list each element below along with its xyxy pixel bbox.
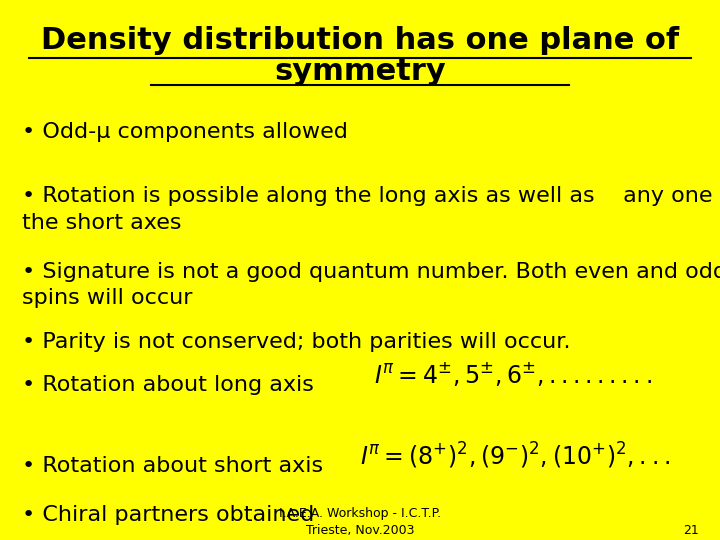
Text: $I^{\pi} = (8^{+})^{2},(9^{-})^{2},(10^{+})^{2},...$: $I^{\pi} = (8^{+})^{2},(9^{-})^{2},(10^{… — [360, 441, 670, 471]
Text: symmetry: symmetry — [274, 57, 446, 86]
Text: • Chiral partners obtained: • Chiral partners obtained — [22, 505, 314, 525]
Text: Density distribution has one plane of: Density distribution has one plane of — [41, 26, 679, 55]
Text: • Rotation is possible along the long axis as well as    any one of
the short ax: • Rotation is possible along the long ax… — [22, 186, 720, 233]
Text: • Odd-μ components allowed: • Odd-μ components allowed — [22, 122, 348, 141]
Text: 21: 21 — [683, 524, 698, 537]
Text: • Parity is not conserved; both parities will occur.: • Parity is not conserved; both parities… — [22, 332, 570, 352]
Text: • Signature is not a good quantum number. Both even and odd-
spins will occur: • Signature is not a good quantum number… — [22, 262, 720, 308]
Text: I.A.E.A. Workshop - I.C.T.P.
Trieste, Nov.2003: I.A.E.A. Workshop - I.C.T.P. Trieste, No… — [279, 507, 441, 537]
Text: • Rotation about short axis: • Rotation about short axis — [22, 456, 323, 476]
Text: • Rotation about long axis: • Rotation about long axis — [22, 375, 313, 395]
Text: $I^{\pi} = 4^{\pm},5^{\pm},6^{\pm},.........$: $I^{\pi} = 4^{\pm},5^{\pm},6^{\pm},.....… — [374, 360, 652, 388]
